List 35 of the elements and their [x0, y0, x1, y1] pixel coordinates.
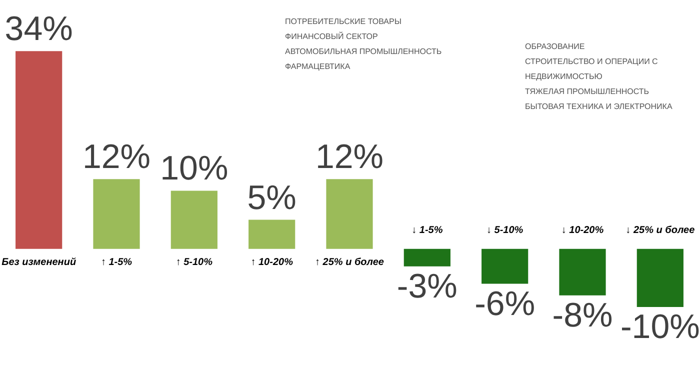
bar: [248, 220, 296, 249]
bar: [559, 248, 606, 296]
x-tick-label: ↑ 1-5%: [100, 256, 132, 268]
data-label: -10%: [620, 308, 700, 346]
x-tick-label: ↑ 25% и более: [315, 256, 384, 268]
bar: [16, 51, 62, 249]
data-label: 34%: [4, 10, 73, 48]
annotation: ТЯЖЕЛАЯ ПРОМЫШЛЕННОСТЬ: [525, 87, 650, 96]
data-label: -8%: [552, 296, 613, 334]
data-label: -6%: [474, 284, 536, 323]
bar: [482, 248, 528, 284]
text: ОБРАЗОВАНИЕ: [525, 42, 585, 51]
annotation: ФАРМАЦЕВТИКА: [285, 62, 351, 71]
bar: [404, 248, 450, 266]
bar: [636, 248, 684, 308]
data-label: 10%: [160, 150, 228, 188]
bar: [93, 179, 140, 249]
text: ФИНАНСОВЫЙ СЕКТОР: [285, 31, 378, 41]
annotation: АВТОМОБИЛЬНАЯ ПРОМЫШЛЕННОСТЬ: [285, 47, 442, 56]
data-label: -3%: [396, 267, 458, 306]
x-tick-label: ↓ 1-5%: [412, 224, 443, 236]
annotation: СТРОИТЕЛЬСТВО И ОПЕРАЦИИ С НЕДВИЖИМОСТЬЮ: [525, 57, 658, 81]
annotation: БЫТОВАЯ ТЕХНИКА И ЭЛЕКТРОНИКА: [525, 102, 673, 111]
x-tick-label: ↑ 10-20%: [250, 256, 294, 268]
data-label: 12%: [82, 138, 151, 176]
bar: [170, 190, 218, 249]
x-tick-label: Без изменений: [2, 256, 76, 268]
data-label: 5%: [247, 178, 296, 217]
text: ПОТРЕБИТЕЛЬСКИЕ ТОВАРЫ: [285, 17, 402, 26]
x-tick-label: ↓ 5-10%: [486, 224, 524, 236]
x-tick-label: ↓ 10-20%: [561, 224, 604, 236]
x-tick-label: ↓ 25% и более: [626, 224, 696, 236]
data-label: 12%: [315, 138, 384, 176]
x-tick-label: ↑ 5-10%: [176, 256, 213, 268]
bar: [326, 179, 373, 249]
